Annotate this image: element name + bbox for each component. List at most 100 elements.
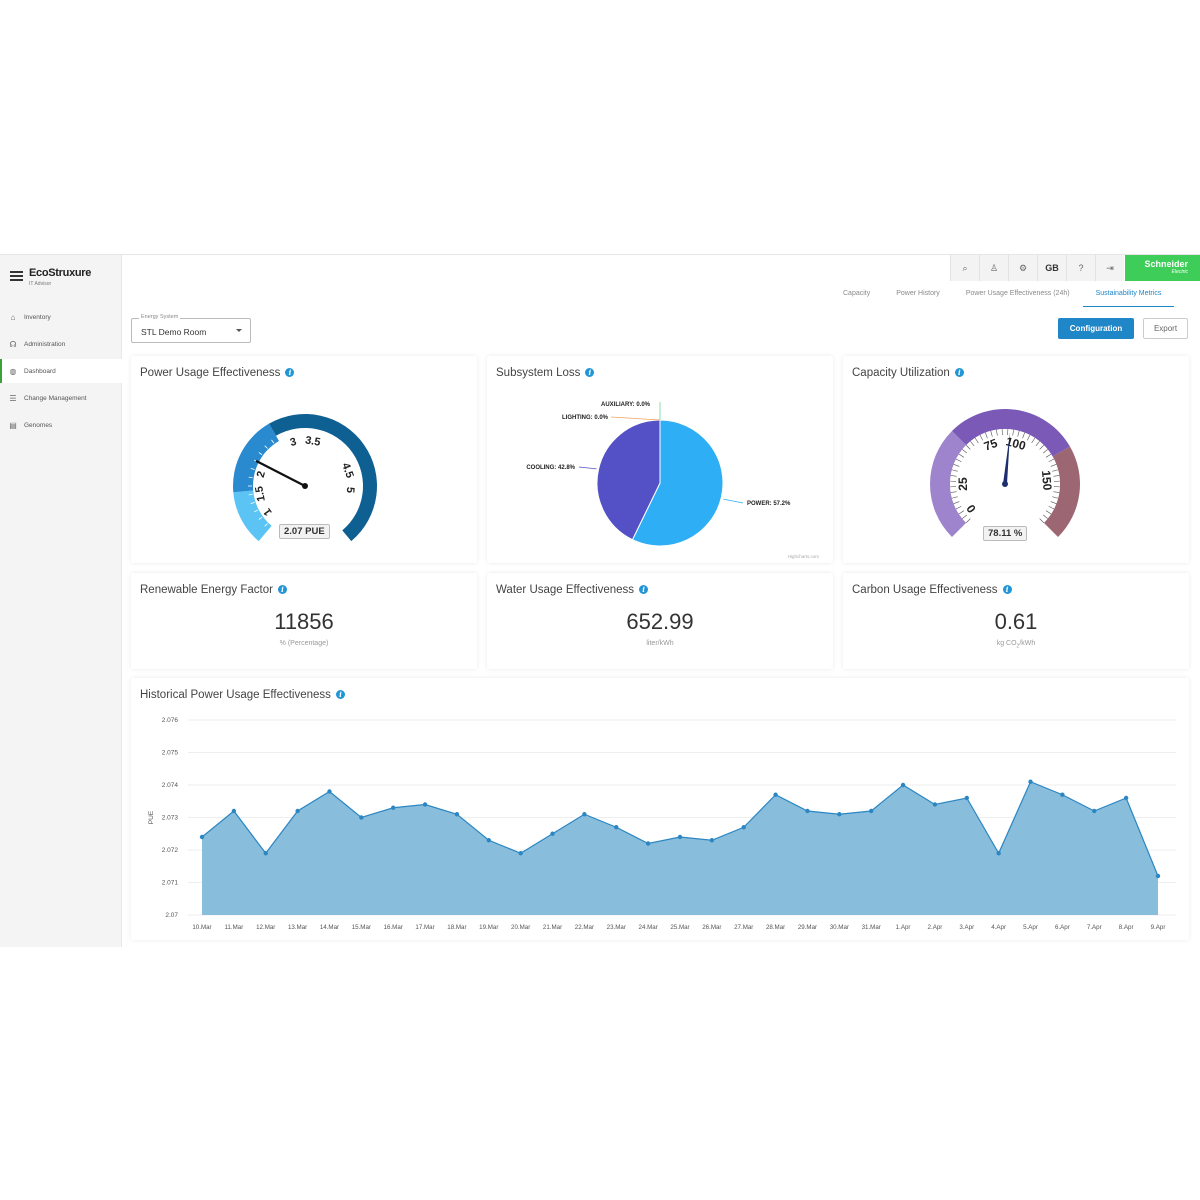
y-tick-label: 2.071 [162,880,179,887]
x-tick-label: 23.Mar [607,924,626,931]
sidebar-item-genomes[interactable]: ▤ Genomes [0,413,122,437]
historical-pue-chart: 2.076 2.075 2.074 2.073 2.072 2.071 2.07 PUE 10.… [148,717,1176,931]
gauge-band [269,414,377,542]
info-icon[interactable]: i [335,690,345,699]
menu-icon[interactable] [10,271,23,281]
gauge-minor-tick [355,468,360,471]
card-title-text: Carbon Usage Effectiveness [852,584,998,596]
export-button[interactable]: Export [1143,318,1188,339]
gauge-minor-tick [271,439,275,444]
gauge-minor-tick [990,430,993,437]
gauge-needle [255,459,306,487]
tab-sustainability-metrics[interactable]: Sustainability Metrics [1082,289,1175,307]
x-tick-label: 7.Apr [1087,924,1102,931]
sidebar-item-label: Inventory [24,313,51,321]
sidebar-item-dashboard[interactable]: ◍ Dashboard [0,359,122,383]
configuration-button[interactable]: Configuration [1058,318,1134,339]
users-icon: ☊ [9,339,17,349]
gauge-tick-label: 5 [344,486,356,493]
x-tick-label: 13.Mar [288,924,307,931]
subsystem-loss-pie: POWER: 57.2% COOLING: 42.8% LIGHTING: 0.0%… [526,402,791,547]
card-title-text: Power Usage Effectiveness [140,367,281,379]
x-tick-label: 4.Apr [991,924,1006,931]
gauge-minor-tick [1042,449,1048,454]
gauge-minor-tick [953,464,960,467]
gauge-minor-tick [962,449,968,454]
x-tick-label: 20.Mar [511,924,530,931]
y-tick-label: 2.074 [162,782,179,789]
x-tick-label: 11.Mar [224,924,243,931]
gauge-minor-tick [1050,464,1057,467]
sidebar-item-inventory[interactable]: ⌂ Inventory [0,305,122,329]
renewable-energy-factor-card: Renewable Energy Factor i 11856 % (Percen… [131,573,477,669]
help-icon[interactable]: ? [1066,255,1095,281]
x-tick-label: 10.Mar [192,924,211,931]
tab-pue-24h[interactable]: Power Usage Effectiveness (24h) [965,290,1070,297]
x-tick-label: 25.Mar [670,924,689,931]
card-title: Carbon Usage Effectiveness i [852,584,1012,596]
gauge-minor-tick [312,429,315,434]
data-point [614,825,619,830]
gauge-tick-label: 100 [1004,434,1027,453]
gauge-tick-label: 4.5 [339,461,356,479]
gauge-minor-tick [955,505,962,510]
info-icon[interactable]: i [1002,585,1012,594]
sidebar-item-change-management[interactable]: ☰ Change Management [0,386,122,410]
data-point [1092,808,1097,814]
pie-slice [596,419,661,541]
gauge-face [950,429,1060,523]
gauge-tick-label: 1 [261,506,274,518]
card-title-text: Capacity Utilization [852,367,950,379]
info-icon[interactable]: i [954,368,964,377]
pue-gauge: 1 1.5 2 3 3.5 4.5 5 [233,414,377,542]
pue-card: Power Usage Effectiveness i 1 1.5 2 3 3.5 4.5 5… [131,356,477,563]
data-point [1123,795,1129,801]
gauge-minor-tick [958,510,965,515]
gauge-minor-tick [1012,429,1014,436]
settings-icon[interactable]: ⚙ [1008,255,1037,281]
gauge-minor-tick [1048,505,1055,510]
data-point [645,841,651,846]
data-point [327,789,332,794]
gauge-minor-tick [1053,491,1060,493]
capacity-readout: 78.11 % [983,526,1028,541]
data-point [773,792,778,797]
gauge-pivot [1002,481,1008,487]
energy-system-select[interactable]: Energy System STL Demo Room [131,314,251,343]
data-point [677,834,683,840]
sidebar-item-administration[interactable]: ☊ Administration [0,332,122,356]
data-point [869,808,874,814]
gauge-minor-tick [258,452,263,456]
info-icon[interactable]: i [277,585,287,594]
info-icon[interactable]: i [585,368,595,377]
logout-icon[interactable]: ⇥ [1095,255,1124,281]
language-button[interactable]: GB [1037,255,1066,281]
sidebar: EcoStruxure IT Advisor ⌂ Inventory ☊ Adm… [0,255,122,947]
data-point [486,838,491,843]
data-point [295,808,300,814]
pie-connector [610,416,661,421]
app-window: EcoStruxure IT Advisor ⌂ Inventory ☊ Adm… [0,254,1200,947]
x-tick-label: 29.Mar [798,924,817,931]
historical-pue-card: Historical Power Usage Effectiveness i 2.… [131,678,1189,940]
user-icon[interactable]: ♙ [979,255,1008,281]
search-icon[interactable]: ⌕ [950,255,979,281]
x-tick-label: 3.Apr [959,924,974,931]
schneider-logo-name: Schneider [1144,259,1188,269]
info-icon[interactable]: i [285,368,295,377]
gauge-minor-tick [1042,514,1048,519]
tab-power-history[interactable]: Power History [896,290,940,297]
card-title-text: Water Usage Effectiveness [496,584,635,596]
gauge-minor-tick [996,429,998,436]
gauge-minor-tick [965,518,971,524]
tab-capacity[interactable]: Capacity [843,290,871,297]
logo-brand: EcoStruxure [29,267,92,279]
gauge-minor-tick [958,453,965,458]
metric-unit: liter/kWh [646,640,674,647]
chart-credit[interactable]: Highcharts.com [787,554,819,559]
gauge-minor-tick [357,476,362,479]
card-title: Capacity Utilization i [852,367,964,379]
info-icon[interactable]: i [639,585,649,594]
gauge-minor-tick [974,437,979,444]
pie-slice [631,419,724,547]
